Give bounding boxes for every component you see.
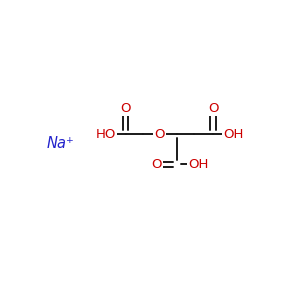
Text: HO: HO [96, 128, 116, 141]
Text: O: O [151, 158, 162, 171]
Text: Na⁺: Na⁺ [47, 136, 75, 151]
Text: OH: OH [223, 128, 244, 141]
Text: O: O [208, 102, 218, 115]
Text: O: O [154, 128, 165, 141]
Text: OH: OH [188, 158, 208, 171]
Text: O: O [121, 102, 131, 115]
